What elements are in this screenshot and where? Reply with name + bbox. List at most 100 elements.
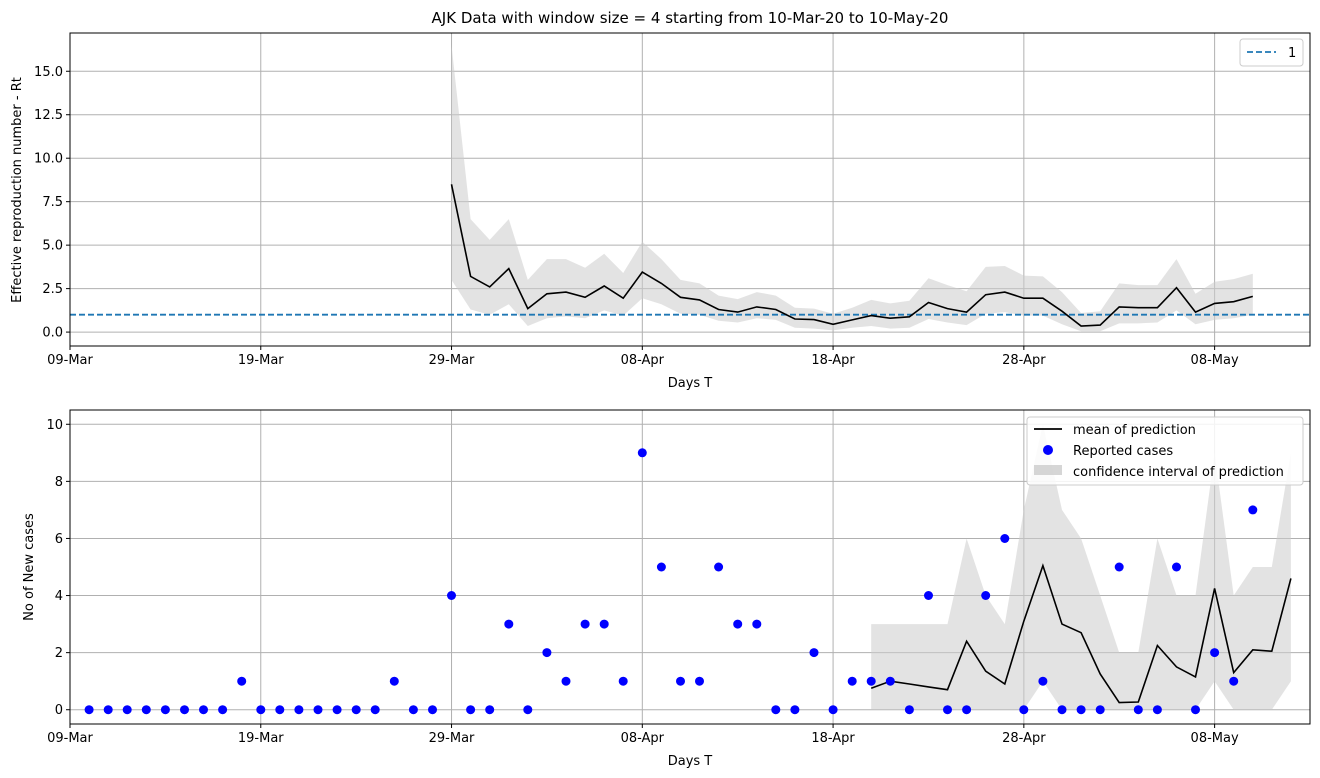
reported-case-point: [237, 676, 247, 686]
reported-case-point: [542, 648, 552, 658]
reported-case-point: [485, 705, 495, 715]
rt-x-tick-label: 19-Mar: [238, 353, 284, 368]
reported-case-point: [809, 648, 819, 658]
reported-case-point: [1229, 676, 1239, 686]
reported-case-point: [618, 676, 628, 686]
reported-case-point: [275, 705, 285, 715]
cases-x-tick-label: 28-Apr: [1002, 731, 1046, 746]
rt-x-tick-label: 08-Apr: [621, 353, 665, 368]
cases-chart: 09-Mar 19-Mar 29-Mar 08-Apr 18-Apr 28-Apr 08-M…: [22, 409, 1311, 769]
reported-case-point: [523, 705, 533, 715]
cases-x-tick-label: 19-Mar: [238, 731, 284, 746]
rt-x-axis-label: Days T: [668, 376, 713, 391]
cases-x-tick-label: 18-Apr: [811, 731, 855, 746]
reported-case-point: [790, 705, 800, 715]
rt-band-area: [451, 45, 1253, 332]
cases-confidence-band: [871, 424, 1291, 710]
reported-case-point: [962, 705, 972, 715]
cases-legend-box: [1026, 416, 1304, 486]
reported-case-point: [1095, 705, 1105, 715]
cases-y-tick-label: 0: [55, 703, 63, 718]
reported-case-point: [943, 705, 952, 715]
rt-x-ticks: 09-Mar 19-Mar 29-Mar 08-Apr 18-Apr 28-Apr 08-M…: [47, 346, 1239, 368]
reported-case-point: [656, 562, 666, 572]
rt-y-tick-label: 2.5: [42, 282, 63, 297]
reported-case-point: [313, 705, 323, 715]
legend-cases-label: Reported cases: [1073, 444, 1173, 459]
cases-legend: mean of prediction Reported cases confid…: [1026, 416, 1304, 486]
cases-x-ticks: 09-Mar 19-Mar 29-Mar 08-Apr 18-Apr 28-Apr 08-M…: [47, 724, 1239, 746]
reported-case-point: [447, 591, 456, 600]
reported-case-point: [1076, 705, 1086, 715]
reported-case-point: [676, 676, 685, 686]
reported-case-point: [160, 705, 170, 715]
reported-case-point: [1248, 505, 1258, 515]
cases-x-tick-label: 08-Apr: [621, 731, 665, 746]
reported-case-point: [332, 705, 342, 715]
rt-y-ticks: 0.0 2.5 5.0 7.5 10.0 12.5 15.0: [34, 65, 70, 341]
rt-y-tick-label: 15.0: [34, 65, 63, 80]
reported-case-point: [637, 448, 647, 458]
rt-x-tick-label: 29-Mar: [429, 353, 475, 368]
reported-case-point: [408, 705, 418, 715]
reported-case-point: [84, 705, 94, 715]
cases-y-tick-label: 2: [55, 646, 63, 661]
rt-x-tick-label: 08-May: [1191, 353, 1239, 368]
cases-x-axis-label: Days T: [668, 754, 713, 769]
rt-y-tick-label: 5.0: [42, 239, 63, 254]
reported-case-point: [199, 705, 208, 715]
reported-case-point: [1191, 705, 1200, 715]
reported-case-point: [389, 676, 399, 686]
cases-x-tick-label: 09-Mar: [47, 731, 93, 746]
reported-case-point: [1210, 648, 1220, 658]
reported-case-point: [141, 705, 151, 715]
cases-y-axis-label: No of New cases: [22, 513, 37, 621]
reported-case-point: [695, 676, 704, 686]
reported-case-point: [904, 705, 914, 715]
reported-case-point: [294, 705, 304, 715]
reported-case-point: [351, 705, 361, 715]
rt-y-axis-label: Effective reproduction number - Rt: [10, 77, 25, 303]
cases-mean-series: [870, 563, 1292, 704]
reported-case-point: [428, 705, 437, 715]
reported-case-point: [1133, 705, 1143, 715]
chart-title: AJK Data with window size = 4 starting f…: [432, 9, 949, 27]
reported-case-point: [103, 705, 113, 715]
reported-case-point: [847, 676, 857, 686]
rt-y-tick-label: 0.0: [42, 326, 63, 341]
rt-x-tick-label: 18-Apr: [811, 353, 855, 368]
cases-plot-frame: [69, 409, 1311, 725]
reported-case-point: [122, 705, 132, 715]
cases-x-tick-label: 29-Mar: [429, 731, 475, 746]
reported-case-point: [1057, 705, 1067, 715]
reported-case-point: [180, 705, 189, 715]
rt-legend: 1: [1239, 38, 1304, 67]
reported-case-point: [466, 705, 476, 715]
reported-case-point: [1152, 705, 1162, 715]
rt-x-tick-label: 28-Apr: [1002, 353, 1046, 368]
cases-x-tick-label: 08-May: [1191, 731, 1239, 746]
rt-x-tick-label: 09-Mar: [47, 353, 93, 368]
reported-case-point: [828, 705, 838, 715]
rt-mean-line: [450, 184, 1254, 327]
reported-case-point: [370, 705, 380, 715]
reported-case-point: [1000, 534, 1010, 543]
cases-points: [84, 448, 1258, 715]
rt-legend-box: [1239, 38, 1304, 67]
reported-case-point: [866, 676, 876, 686]
legend-cases-swatch: [1043, 445, 1053, 455]
rt-chart: AJK Data with window size = 4 starting f…: [10, 9, 1311, 391]
rt-grid: [69, 33, 1310, 346]
legend-mean-label: mean of prediction: [1073, 423, 1196, 438]
cases-y-tick-label: 4: [55, 589, 63, 604]
reported-case-point: [218, 705, 228, 715]
cases-y-tick-label: 10: [46, 418, 63, 433]
rt-confidence-band: [451, 45, 1253, 332]
cases-y-tick-label: 6: [55, 532, 63, 547]
reported-case-point: [1038, 676, 1048, 686]
reported-case-point: [924, 591, 933, 600]
reported-case-point: [981, 591, 991, 600]
reported-case-point: [504, 619, 514, 629]
rt-plot-frame: [69, 32, 1311, 347]
reported-case-point: [733, 619, 743, 629]
